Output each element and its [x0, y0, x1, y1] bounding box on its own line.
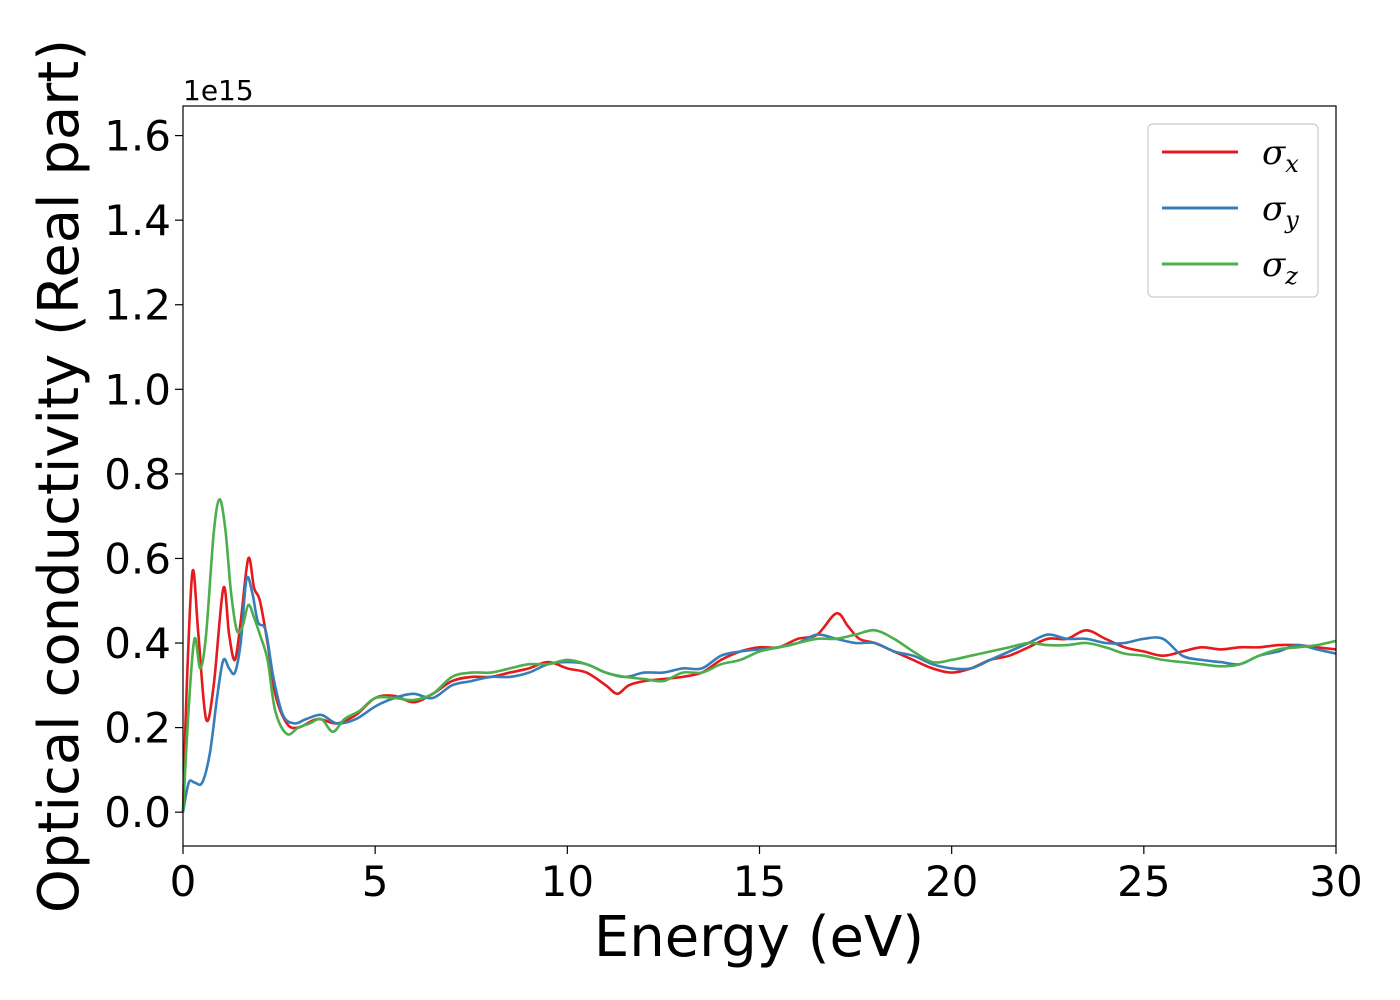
y-tick-label: 0.6 [104, 534, 171, 583]
x-tick-label: 0 [170, 857, 197, 906]
y-tick-label: 1.2 [104, 281, 171, 330]
x-tick-label: 5 [362, 857, 389, 906]
y-tick-label: 0.8 [104, 450, 171, 499]
legend-label-y: σy [1262, 189, 1299, 234]
x-tick-label: 25 [1117, 857, 1170, 906]
y-tick-label: 0.4 [104, 619, 171, 668]
series-line-z [181, 497, 1337, 813]
x-tick-label: 20 [925, 857, 978, 906]
x-axis-title: Energy (eV) [594, 905, 924, 970]
series-line-y [181, 575, 1337, 813]
x-axis-ticks: 0 5 10 15 20 25 30 [170, 846, 1363, 906]
legend-box [1147, 123, 1319, 298]
y-axis-ticks: 0.0 0.2 0.4 0.6 0.8 1.0 1.2 1.4 1.6 [104, 112, 183, 837]
legend-label-x: σx [1262, 133, 1299, 178]
y-tick-label: 0.0 [104, 788, 171, 837]
legend-label-z: σz [1262, 245, 1298, 290]
x-tick-label: 10 [541, 857, 594, 906]
y-tick-label: 1.0 [104, 365, 171, 414]
series-layer [181, 497, 1337, 813]
y-axis-title: Optical conductivity (Real part) [27, 39, 92, 913]
y-tick-label: 0.2 [104, 704, 171, 753]
y-tick-label: 1.6 [104, 112, 171, 161]
y-tick-label: 1.4 [104, 196, 171, 245]
x-tick-label: 15 [733, 857, 786, 906]
legend: σx σy σz [1147, 123, 1319, 298]
y-offset-label: 1e15 [183, 74, 254, 107]
x-tick-label: 30 [1309, 857, 1362, 906]
